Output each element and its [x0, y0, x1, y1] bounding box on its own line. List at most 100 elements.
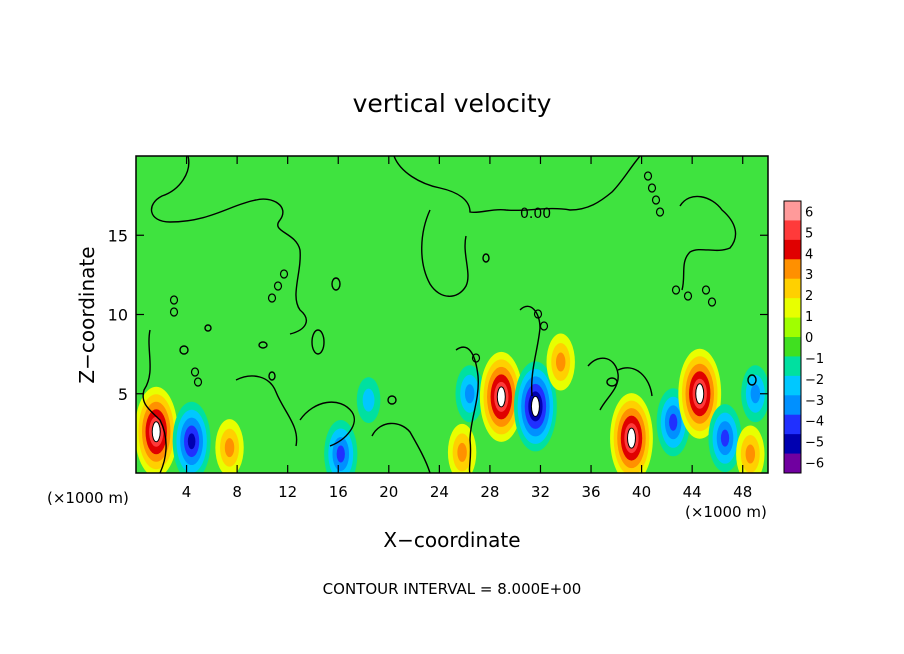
velocity-cell: [708, 404, 742, 473]
x-tick-label: 20: [379, 483, 398, 501]
velocity-cell: [678, 348, 722, 439]
velocity-level: [457, 442, 467, 462]
contour-line: [258, 341, 268, 349]
colorbar-label: −2: [805, 373, 824, 388]
y-tick-label: 10: [108, 306, 128, 325]
contour-label: 0.00: [520, 206, 551, 222]
colorbar-swatch: [784, 220, 801, 241]
x-tick-label: 12: [278, 483, 297, 501]
contour-line: [179, 345, 189, 355]
colorbar-frame: [783, 200, 802, 474]
x-tick-label: 44: [683, 483, 702, 501]
contour-line: [150, 156, 308, 335]
colorbar-swatch: [784, 201, 801, 221]
colorbar-swatch: [784, 239, 801, 260]
contour-line: [393, 156, 641, 214]
colorbar-swatch: [784, 317, 801, 338]
velocity-cell: [546, 333, 575, 391]
velocity-level: [669, 413, 678, 431]
contour-line: [587, 357, 619, 411]
velocity-level: [555, 352, 566, 372]
velocity-level: [224, 438, 235, 458]
colorbar-label: 1: [805, 310, 813, 325]
velocity-core: [151, 421, 161, 443]
colorbar-label: 0: [805, 331, 813, 346]
y-tick-label: 15: [108, 226, 128, 245]
x-axis-label: X−coordinate: [383, 528, 520, 552]
colorbar-swatch: [784, 375, 801, 396]
plot-area: 0.00: [135, 155, 769, 474]
colorbar-swatch: [784, 453, 801, 474]
velocity-cell: [514, 361, 557, 452]
velocity-core: [626, 427, 636, 449]
colorbar-swatch: [784, 414, 801, 435]
colorbar-label: −5: [805, 436, 824, 451]
contour-line: [268, 371, 276, 381]
contour-line: [747, 374, 757, 386]
velocity-level: [362, 388, 375, 412]
colorbar-swatch: [784, 434, 801, 455]
colorbar-swatch: [784, 298, 801, 319]
velocity-cells: [136, 333, 768, 473]
colorbar-swatch: [784, 278, 801, 299]
colorbar-swatch: [784, 356, 801, 377]
contour-line: [387, 395, 397, 405]
x-tick-label: 48: [733, 483, 752, 501]
velocity-cell: [356, 377, 381, 424]
velocity-core: [496, 386, 506, 408]
x-tick-label: 32: [531, 483, 550, 501]
colorbar-label: −4: [805, 415, 824, 430]
contour-line: [679, 195, 737, 291]
contour-dash-labels: [169, 171, 717, 387]
velocity-level: [187, 433, 196, 450]
velocity-level: [720, 429, 730, 447]
x-tick-label: 36: [581, 483, 600, 501]
colorbar-swatch: [784, 259, 801, 280]
velocity-cell: [172, 401, 211, 473]
contour-line: [311, 329, 325, 355]
velocity-level: [336, 445, 345, 463]
y-axis-label: Z−coordinate: [75, 246, 99, 383]
contour-line: [455, 346, 479, 473]
velocity-cell: [479, 351, 523, 442]
contour-line: [142, 329, 167, 473]
contour-line: [606, 377, 618, 387]
velocity-cell: [736, 425, 765, 473]
velocity-core: [695, 383, 705, 405]
colorbar-label: 5: [805, 226, 813, 241]
contour-interval-note: CONTOUR INTERVAL = 8.000E+00: [323, 580, 582, 598]
contour-line: [617, 367, 653, 397]
contour-line: [519, 305, 541, 397]
contour-line: [235, 375, 298, 447]
velocity-cell: [455, 365, 484, 423]
velocity-cell: [215, 419, 244, 473]
x-tick-label: 16: [329, 483, 348, 501]
colorbar-label: 3: [805, 268, 813, 283]
velocity-cell: [136, 386, 178, 473]
x-tick-label: 28: [480, 483, 499, 501]
velocity-cell: [447, 423, 477, 473]
contour-line: [299, 401, 355, 447]
contour-line: [421, 209, 469, 297]
colorbar-label: 4: [805, 247, 813, 262]
velocity-core: [530, 395, 540, 417]
x-axis: 4 8 12 16 20 24 28 32 36 40 44 48: [182, 156, 752, 501]
chart-title: vertical velocity: [353, 89, 552, 118]
velocity-cell: [656, 388, 690, 457]
x-tick-label: 40: [632, 483, 651, 501]
colorbar-label: 6: [805, 205, 813, 220]
zero-contours: [142, 156, 757, 473]
velocity-level: [745, 444, 756, 464]
x-tick-label: 24: [430, 483, 449, 501]
y-tick-label: 5: [118, 385, 128, 404]
x-tick-label: 8: [232, 483, 242, 501]
colorbar-label: −6: [805, 457, 824, 472]
velocity-level: [750, 384, 761, 404]
velocity-cell: [324, 419, 358, 473]
colorbar: 6 5 4 3 2 1 0 −1 −2 −3 −4 −5 −6: [783, 200, 824, 474]
contour-line: [482, 253, 490, 263]
x-unit-right: (×1000 m): [685, 503, 767, 521]
contour-line: [204, 324, 212, 332]
colorbar-label: −1: [805, 352, 824, 367]
